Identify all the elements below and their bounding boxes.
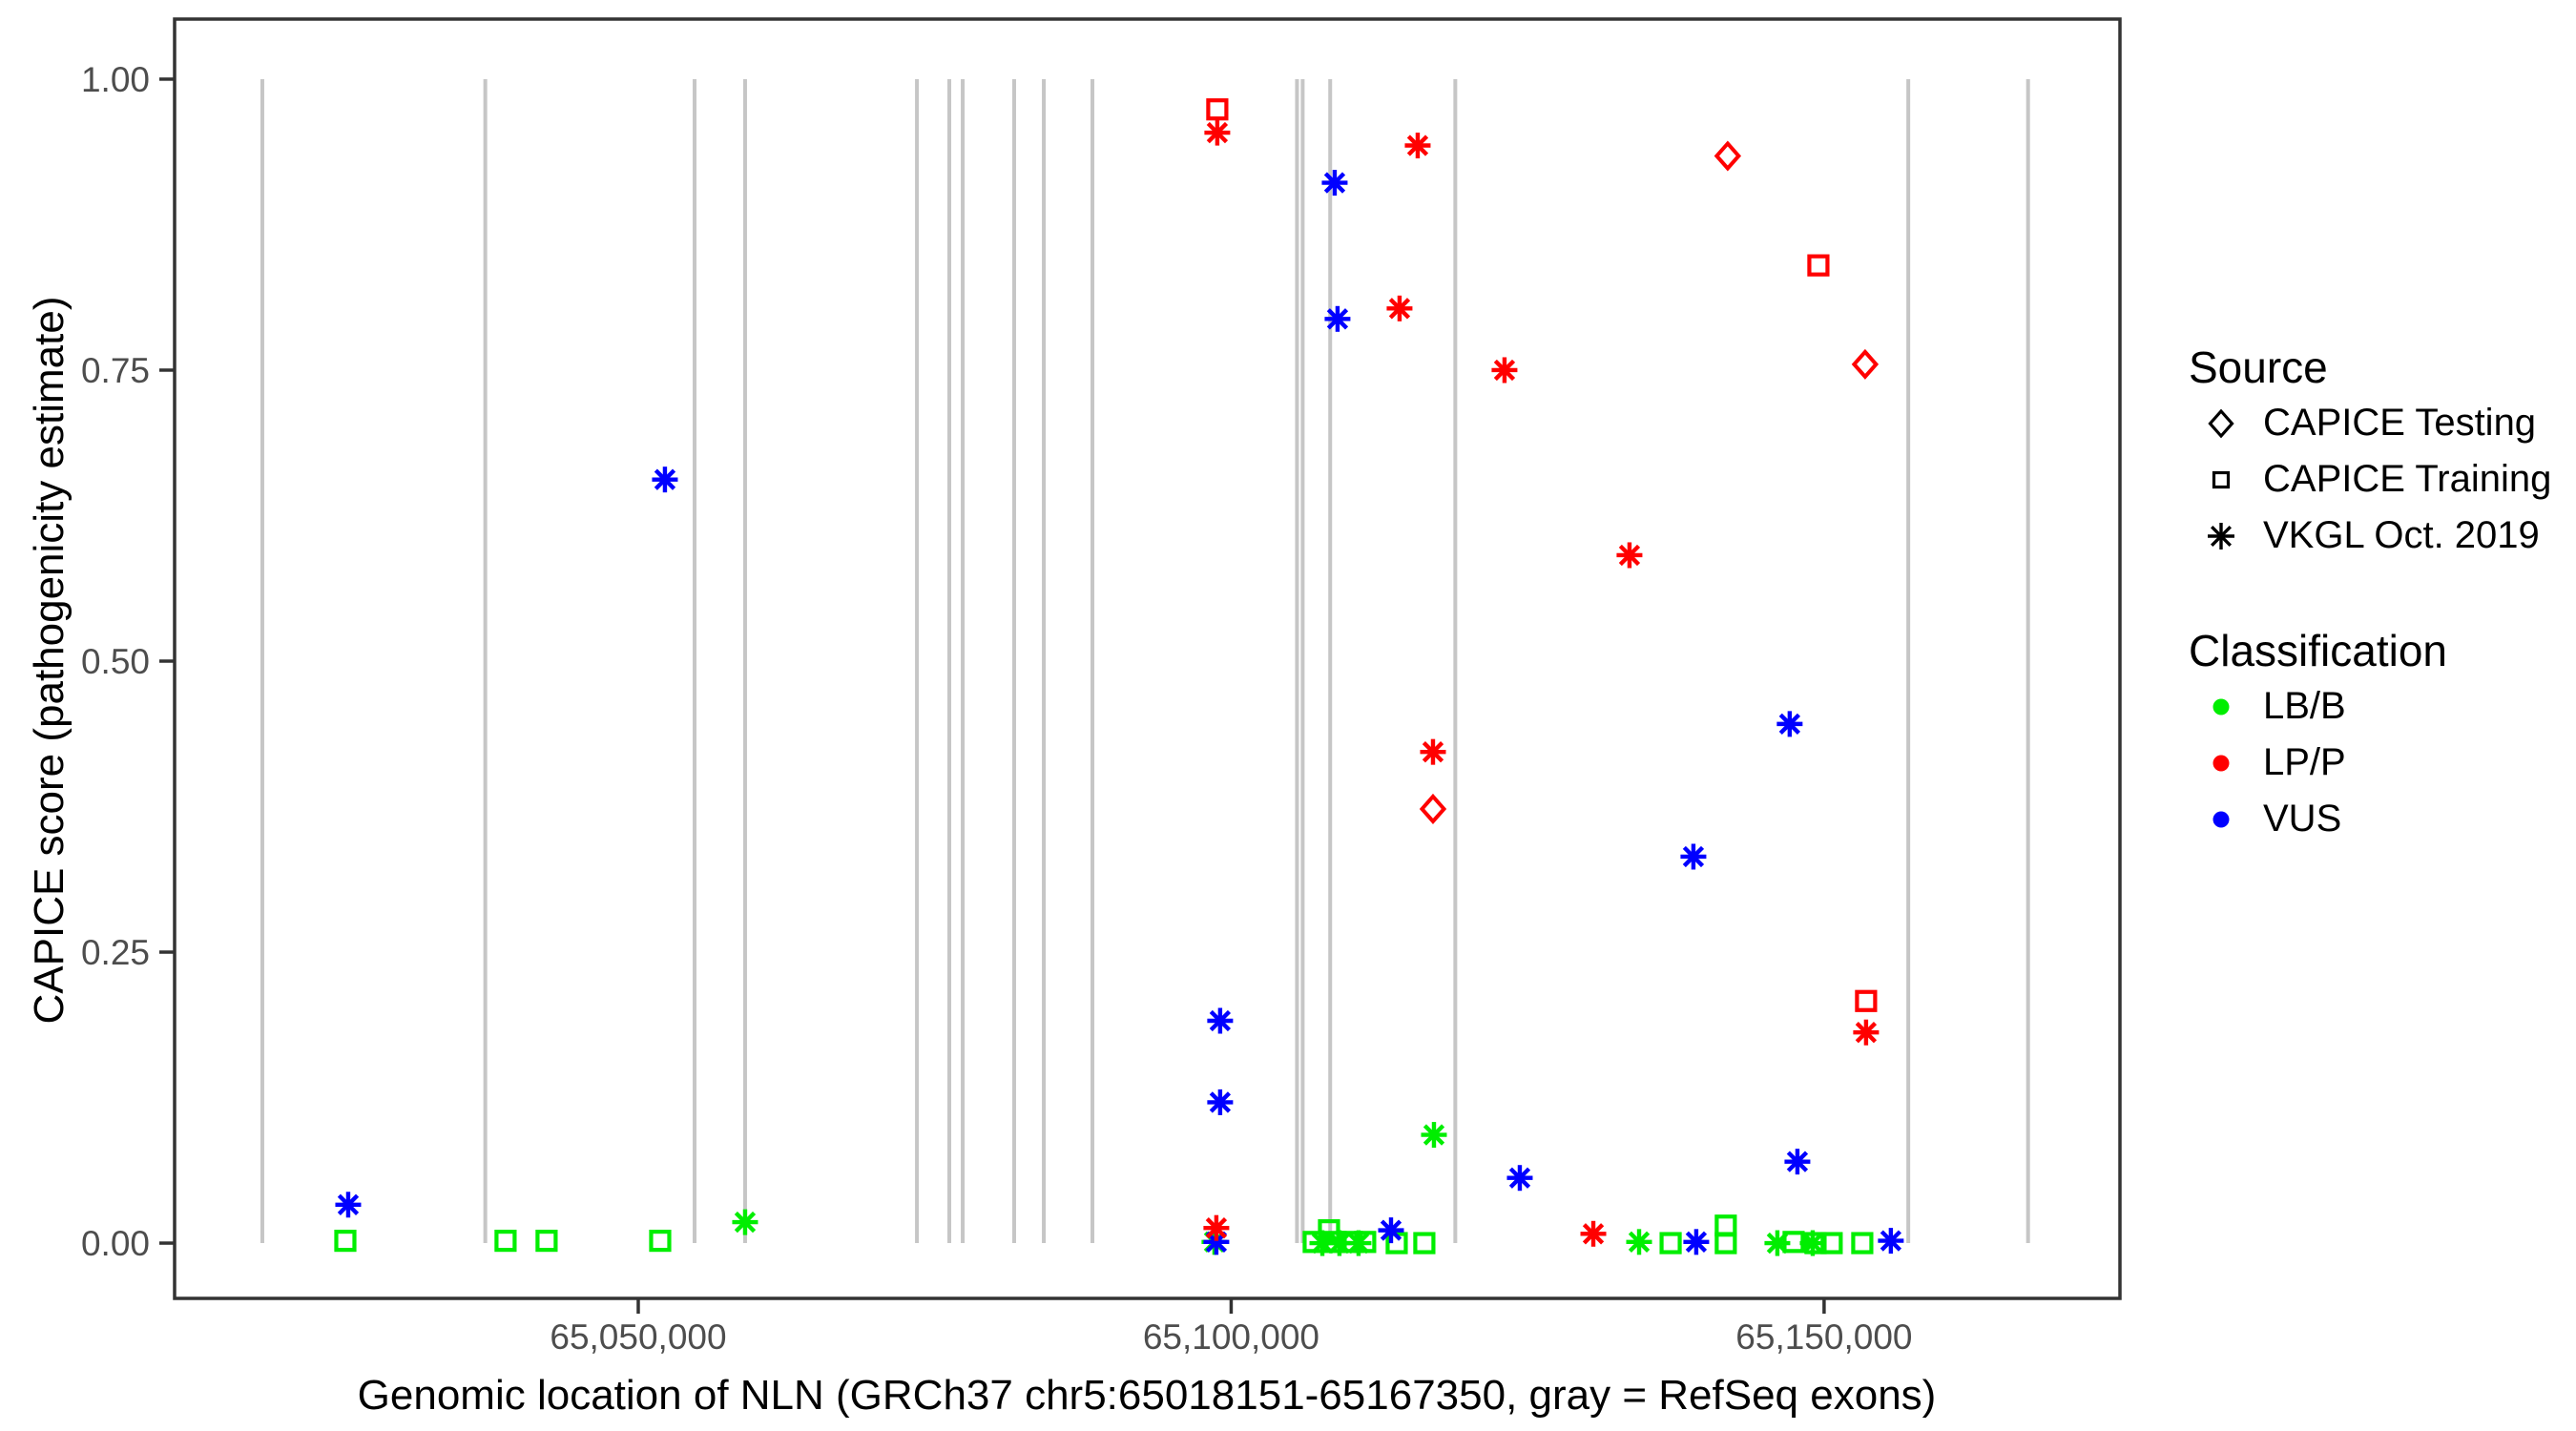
y-tick-label: 0.75 <box>81 351 150 390</box>
point-asterisk-lpp <box>1616 542 1643 569</box>
legend: Source CAPICE Testing CAPICE Training <box>2189 340 2570 847</box>
point-asterisk-lpp <box>1580 1220 1607 1247</box>
point-square-lpp <box>1807 254 1830 277</box>
point-square-lbb <box>1659 1232 1682 1255</box>
point-asterisk-lpp <box>1204 119 1231 146</box>
point-asterisk-lbb <box>1326 1230 1353 1256</box>
legend-item-label: LB/B <box>2263 685 2346 727</box>
point-asterisk-lbb <box>1799 1230 1826 1256</box>
legend-item-lbb: LB/B <box>2189 678 2570 735</box>
point-square-lpp <box>1206 98 1229 121</box>
point-diamond-lpp <box>1851 348 1880 380</box>
point-square-lbb <box>1714 1214 1737 1237</box>
y-tick-label: 1.00 <box>81 60 150 99</box>
point-diamond-lpp <box>1419 793 1447 824</box>
point-asterisk-lbb <box>732 1209 758 1235</box>
legend-item-vus: VUS <box>2189 791 2570 847</box>
point-asterisk-vus <box>652 467 678 493</box>
point-square-lbb <box>649 1230 672 1253</box>
point-asterisk-lbb <box>1764 1230 1791 1256</box>
x-tick-label: 65,100,000 <box>1143 1317 1319 1357</box>
square-icon <box>2212 470 2231 488</box>
point-asterisk-vus <box>1378 1217 1404 1244</box>
point-asterisk-lpp <box>1491 357 1518 384</box>
point-asterisk-lbb <box>1345 1230 1372 1256</box>
legend-item-label: VUS <box>2263 798 2342 840</box>
x-axis-title: Genomic location of NLN (GRCh37 chr5:650… <box>357 1372 1937 1419</box>
legend-item-label: CAPICE Testing <box>2263 402 2537 444</box>
point-asterisk-vus <box>1207 1089 1234 1115</box>
point-asterisk-vus <box>1506 1165 1533 1192</box>
legend-item-label: VKGL Oct. 2019 <box>2263 514 2540 556</box>
y-axis-title: CAPICE score (pathogenicity estimate) <box>26 296 73 1025</box>
point-square-lpp <box>1855 989 1878 1012</box>
point-asterisk-lpp <box>1203 1214 1230 1241</box>
point-asterisk-vus <box>1324 305 1351 332</box>
panel-border <box>173 17 2122 1300</box>
legend-item-capice-training: CAPICE Training <box>2189 451 2570 508</box>
legend-item-label: LP/P <box>2263 741 2346 783</box>
asterisk-icon <box>2208 522 2234 550</box>
point-asterisk-vus <box>1878 1228 1904 1255</box>
point-asterisk-lpp <box>1853 1019 1880 1046</box>
point-square-lbb <box>1714 1232 1737 1255</box>
point-diamond-lpp <box>1714 140 1742 172</box>
legend-item-label: CAPICE Training <box>2263 458 2552 500</box>
point-asterisk-lbb <box>1421 1122 1447 1149</box>
red-dot-icon <box>2212 755 2230 771</box>
legend-item-lpp: LP/P <box>2189 735 2570 791</box>
legend-classification-title: Classification <box>2189 626 2447 675</box>
point-asterisk-vus <box>1321 170 1348 197</box>
y-tick-label: 0.00 <box>81 1224 150 1263</box>
green-dot-icon <box>2212 698 2230 715</box>
y-tick-label: 0.50 <box>81 642 150 681</box>
point-square-lbb <box>535 1230 558 1253</box>
point-asterisk-vus <box>1207 1007 1234 1034</box>
point-asterisk-lbb <box>1626 1229 1652 1255</box>
point-square-lbb <box>494 1230 517 1253</box>
point-asterisk-vus <box>335 1192 362 1218</box>
point-asterisk-lbb <box>1309 1230 1336 1256</box>
x-tick-label: 65,150,000 <box>1735 1317 1912 1357</box>
diamond-icon <box>2208 408 2234 438</box>
point-asterisk-lpp <box>1404 133 1431 159</box>
y-tick-label: 0.25 <box>81 933 150 972</box>
point-asterisk-vus <box>1680 843 1707 870</box>
point-asterisk-vus <box>1683 1229 1710 1255</box>
point-square-lbb <box>1413 1232 1436 1255</box>
x-tick-label: 65,050,000 <box>550 1317 726 1357</box>
legend-source-title: Source <box>2189 342 2328 392</box>
point-square-lbb <box>1851 1232 1874 1255</box>
point-asterisk-lpp <box>1420 738 1446 765</box>
legend-item-capice-testing: CAPICE Testing <box>2189 395 2570 451</box>
point-asterisk-vus <box>1784 1149 1811 1175</box>
point-asterisk-lpp <box>1386 295 1413 321</box>
point-square-lbb <box>334 1230 357 1253</box>
legend-item-vkgl: VKGL Oct. 2019 <box>2189 508 2570 564</box>
point-asterisk-vus <box>1776 711 1803 737</box>
blue-dot-icon <box>2212 811 2230 827</box>
